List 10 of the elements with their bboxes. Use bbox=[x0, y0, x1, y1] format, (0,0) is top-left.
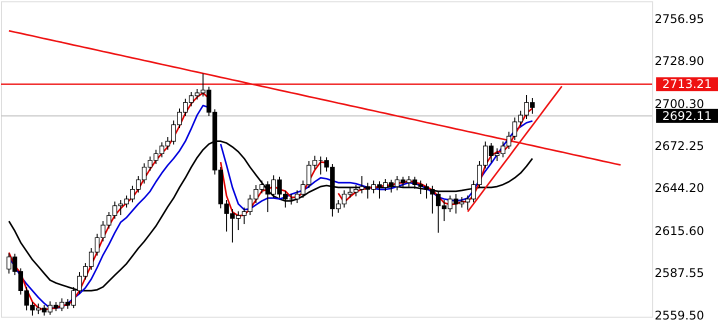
y-tick-label: 2756.95 bbox=[654, 12, 704, 26]
y-tick-label: 2615.60 bbox=[654, 224, 704, 238]
y-tick-label: 2587.55 bbox=[654, 266, 704, 280]
y-tick-label: 2672.25 bbox=[654, 139, 704, 154]
ref-line-label: 2692.11 bbox=[662, 108, 712, 123]
ref-line-label: 2713.21 bbox=[662, 77, 712, 92]
y-tick-label: 2559.50 bbox=[654, 308, 704, 322]
y-tick-label: 2644.20 bbox=[654, 181, 704, 196]
y-tick-label: 2728.90 bbox=[654, 54, 704, 68]
y-tick-label: 2700.30 bbox=[654, 97, 704, 112]
